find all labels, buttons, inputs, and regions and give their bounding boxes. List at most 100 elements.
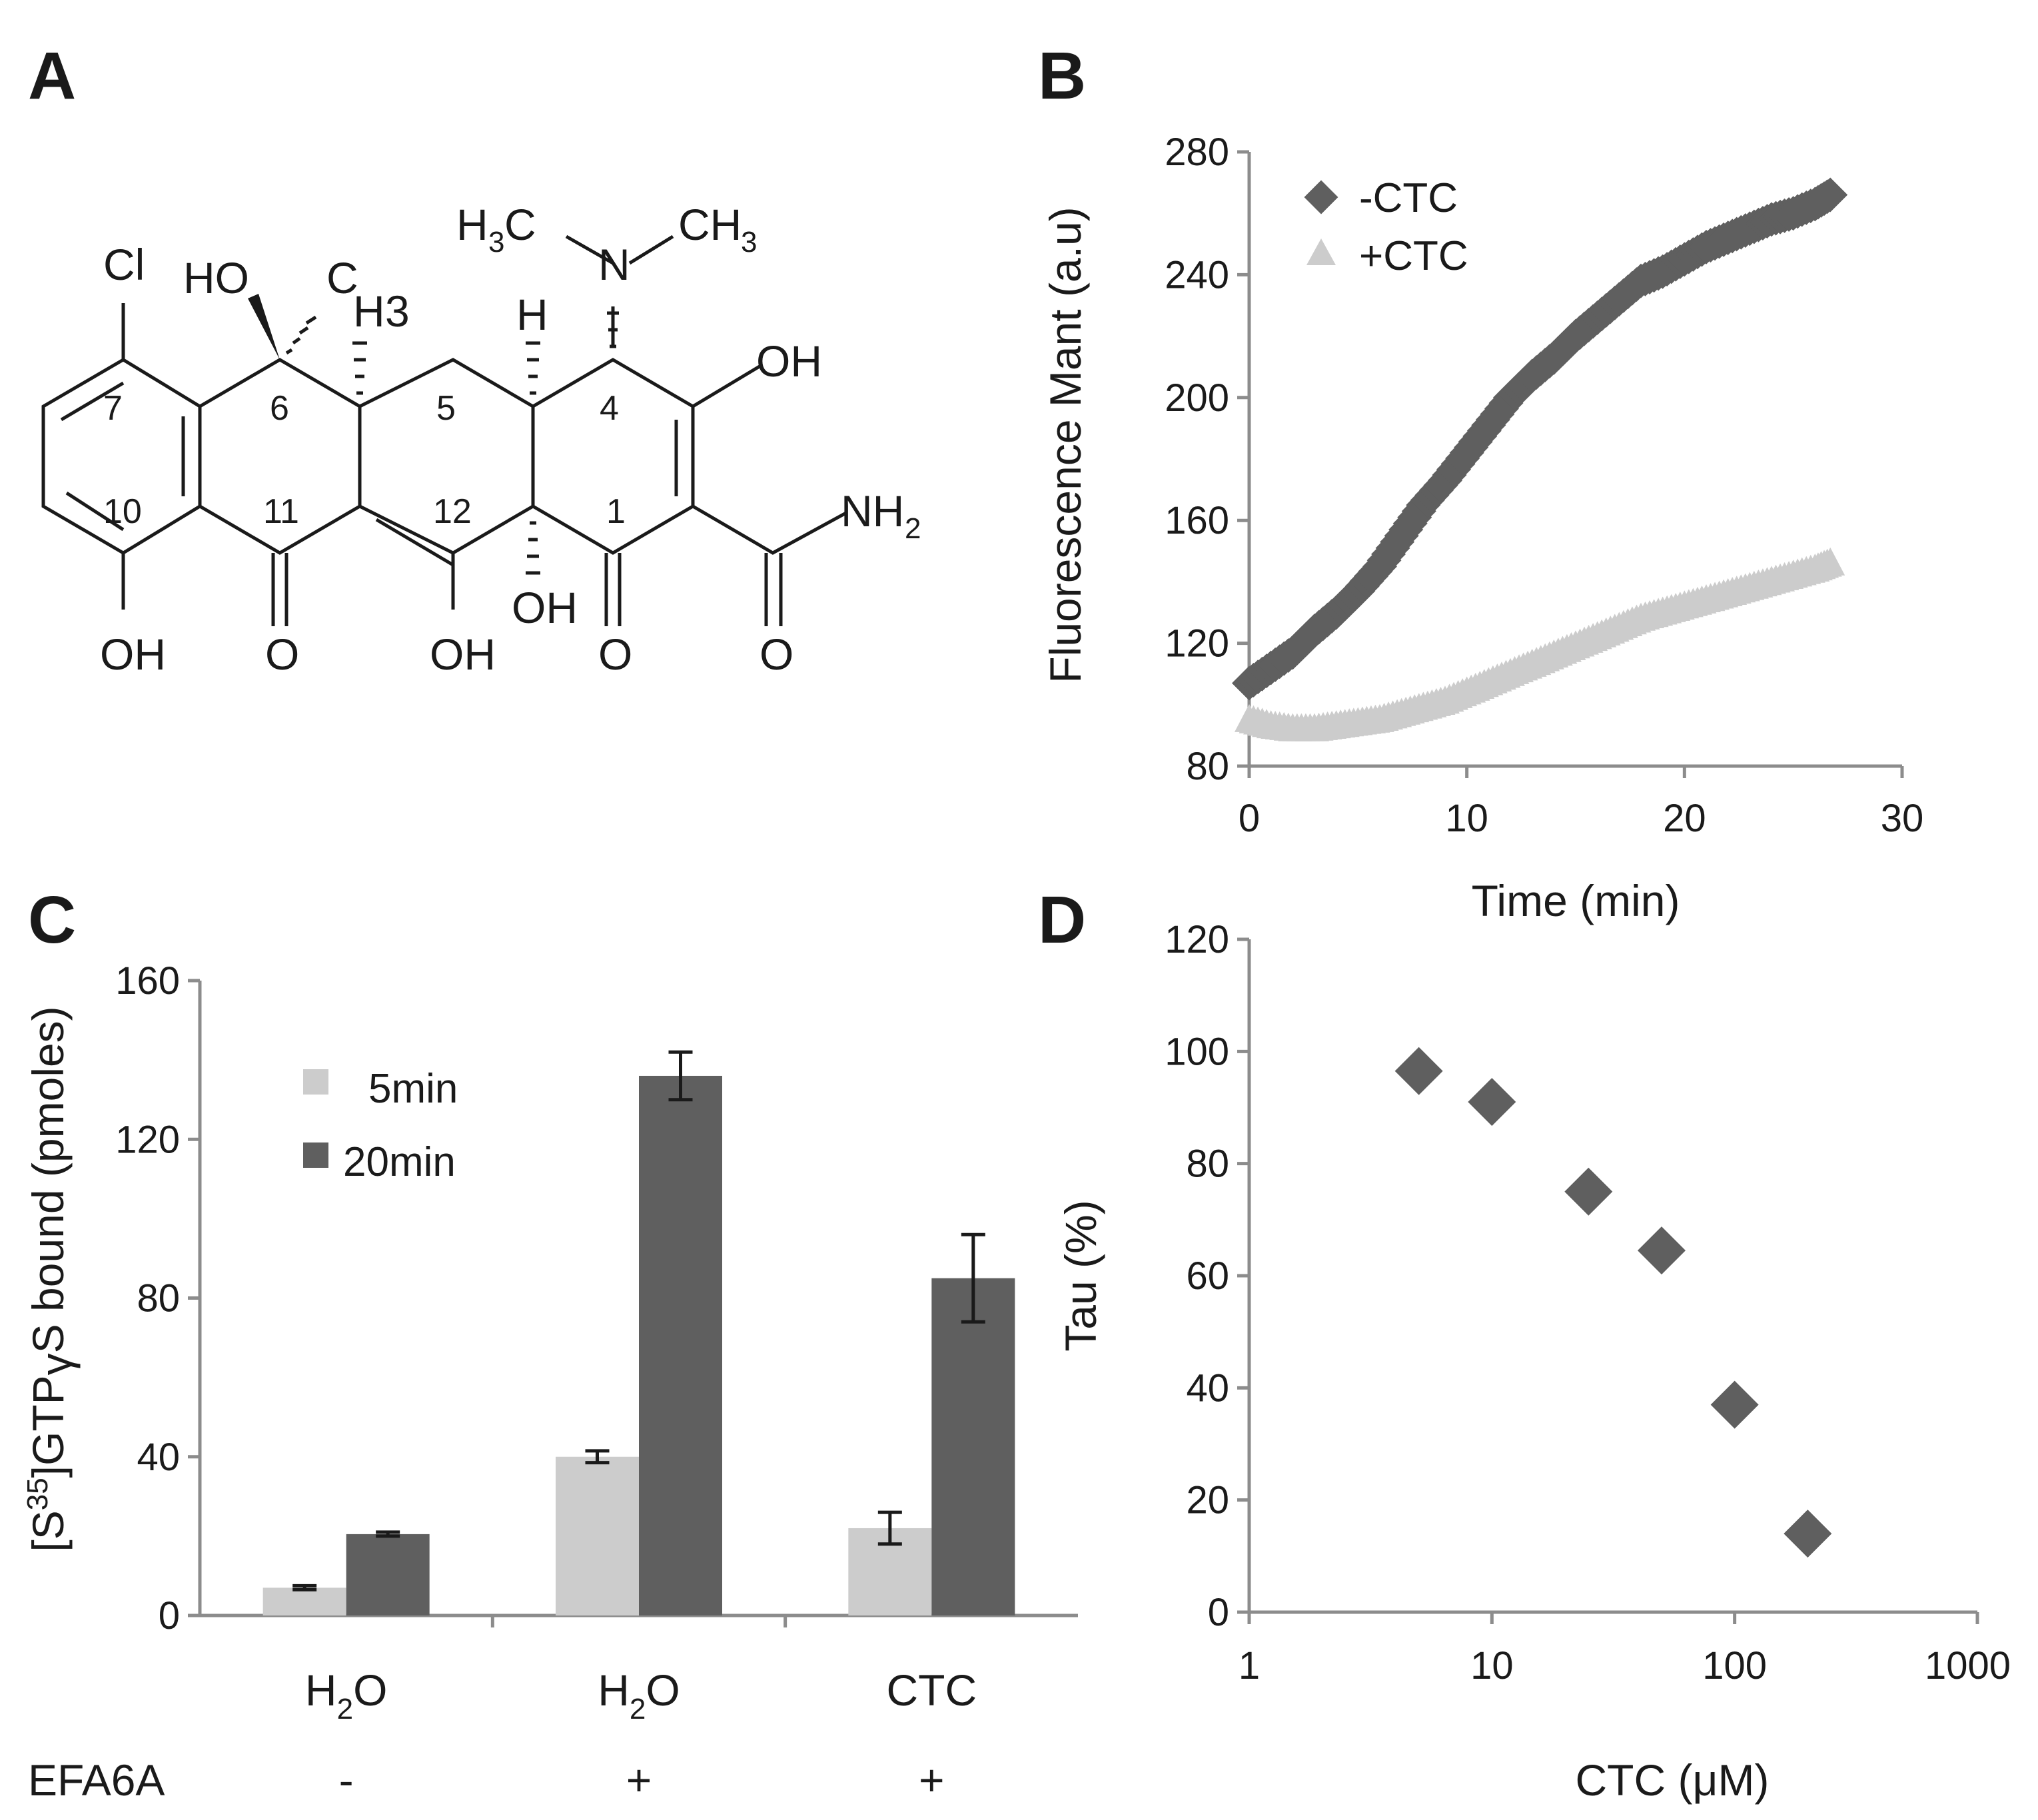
chart-c-category-label: H2O — [598, 1665, 680, 1725]
atom-oh-12a: OH — [512, 583, 578, 632]
n-4-hash — [607, 311, 619, 348]
chart-c-bar-5min — [556, 1456, 639, 1615]
chart-d-y-tick-label: 20 — [1186, 1479, 1229, 1522]
atom-oh-10: OH — [100, 630, 166, 679]
chart-c-bar-20min — [639, 1075, 722, 1615]
chart-d-point — [1564, 1167, 1613, 1216]
panel-letter-b: B — [1038, 39, 1086, 113]
atom-o-amide: O — [760, 630, 793, 679]
chart-c-bars — [262, 1075, 1015, 1615]
atom-h3c-sub: 3 — [488, 226, 504, 258]
chart-d-axes — [1247, 939, 1977, 1614]
atom-oh-3: OH — [756, 336, 822, 386]
ring-number-10: 10 — [103, 492, 142, 531]
chart-d-x-tick-label: 1 — [1239, 1644, 1260, 1687]
chart-c-y-tick-label: 0 — [159, 1594, 180, 1637]
atom-ch3-right-sub: 3 — [741, 226, 757, 258]
ring-d-aromatic-bonds — [60, 381, 185, 532]
chart-b-x-tick-label: 20 — [1663, 797, 1706, 840]
chart-b-y-tick-label: 240 — [1165, 253, 1229, 296]
chart-c-bar-20min — [346, 1534, 430, 1615]
chart-c-row-label: EFA6A — [28, 1755, 165, 1805]
atom-h3c-h: H — [456, 200, 488, 249]
atom-nh2-sub: 2 — [905, 512, 921, 545]
atom-ho: HO — [183, 253, 249, 302]
ring-number-6: 6 — [270, 389, 289, 428]
chart-b-x-tick-label: 30 — [1881, 797, 1924, 840]
chart-b-y-tick-label: 80 — [1186, 745, 1229, 788]
panel-letter-d: D — [1038, 883, 1086, 957]
carbonyl-11-bond — [271, 553, 288, 626]
ring-number-12: 12 — [433, 492, 472, 531]
atom-h-4a: H — [516, 290, 548, 339]
methyl-6-hash — [285, 315, 317, 355]
chart-d-y-tick-label: 40 — [1186, 1366, 1229, 1410]
chart-c-y-label: [S35]GTPγS bound (pmoles) — [21, 1006, 81, 1552]
chart-b-point-plus-ctc — [1815, 547, 1845, 576]
chart-c-category-labels: H2O - H2O + CTC + — [305, 1665, 977, 1805]
chart-b-x-tick-label: 10 — [1445, 797, 1488, 840]
chart-c-legend-5min: 5min — [368, 1066, 458, 1112]
chart-c-category-label: CTC — [887, 1665, 977, 1715]
oh-3-bond — [692, 364, 761, 408]
chart-d-y-tick-label: 60 — [1186, 1254, 1229, 1298]
h-4a-hash — [526, 341, 540, 395]
atom-ch3-c: C — [326, 253, 358, 302]
ring-number-1: 1 — [606, 492, 626, 531]
chart-d-marks — [1394, 1047, 1832, 1558]
chart-b-x-tick-label: 0 — [1239, 797, 1260, 840]
ring-b-bonds — [358, 358, 535, 555]
carbonyl-1-bond — [604, 553, 622, 626]
chart-d-x-tick-label: 1000 — [1925, 1644, 2011, 1687]
ring-number-5: 5 — [436, 389, 456, 428]
chart-b-y-tick-label: 280 — [1165, 131, 1229, 174]
chart-b-legend-minus-ctc: -CTC — [1359, 175, 1458, 221]
chart-c-y-tick-label: 80 — [137, 1277, 180, 1320]
chart-b-y-tick-label: 200 — [1165, 376, 1229, 420]
chart-c-row-value: + — [919, 1755, 945, 1805]
chart-c-bar-20min — [931, 1278, 1015, 1615]
chart-c-bar: 0 40 80 120 160 [S35]GTPγS bound (pmoles) 5m… — [21, 959, 1078, 1805]
chart-d-y-tick-label: 0 — [1208, 1591, 1229, 1634]
atom-o-1: O — [598, 630, 632, 679]
chart-c-error-bars — [292, 1050, 985, 1592]
chart-d-y-label: Tau (%) — [1056, 1200, 1105, 1351]
ring-number-4: 4 — [600, 389, 619, 428]
chart-c-y-tick-label: 160 — [115, 959, 180, 1003]
chart-c-legend-swatch-5min — [303, 1069, 328, 1095]
chart-d-x-tick-label: 100 — [1702, 1644, 1767, 1687]
chart-d-point — [1468, 1078, 1516, 1127]
ring-a-bonds — [532, 358, 695, 555]
chart-b-point-minus-ctc — [1813, 177, 1848, 213]
chart-b-axes — [1247, 152, 1902, 768]
oh-12a-hash — [526, 521, 540, 575]
chart-b-legend-marker-plus-ctc — [1306, 238, 1336, 265]
chart-d-point — [1710, 1380, 1759, 1429]
chlortetracycline-structure: Cl HO C H 3 H 3 C N CH 3 H OH NH 2 OH O … — [41, 200, 921, 679]
chart-d-point — [1394, 1047, 1443, 1095]
chart-c-row-value: + — [626, 1755, 652, 1805]
chart-d-y-tick-label: 100 — [1165, 1030, 1229, 1073]
chart-c-row-value: - — [339, 1755, 354, 1805]
chart-b-legend: -CTC +CTC — [1304, 175, 1468, 279]
h-5a-hash — [352, 341, 367, 395]
chart-d-point — [1783, 1510, 1832, 1558]
chart-d-point — [1637, 1226, 1686, 1275]
chart-d-y-tick-label: 80 — [1186, 1142, 1229, 1186]
chart-b-marks — [1232, 177, 1848, 741]
chart-c-bar-5min — [262, 1588, 346, 1615]
atom-o-11: O — [265, 630, 299, 679]
ring-number-7: 7 — [103, 389, 123, 428]
chart-c-legend-swatch-20min — [303, 1142, 328, 1168]
chart-b-legend-marker-minus-ctc — [1304, 180, 1338, 215]
panel-letter-c: C — [28, 883, 76, 957]
chart-b-x-label: Time (min) — [1472, 876, 1680, 925]
ring-c-bonds — [199, 358, 362, 555]
atom-cl: Cl — [103, 240, 145, 289]
chart-d-y-tick-label: 120 — [1165, 918, 1229, 961]
chart-c-y-tick-label: 40 — [137, 1436, 180, 1479]
chart-b-y-label: Fluorescence Mant (a.u) — [1041, 207, 1090, 683]
